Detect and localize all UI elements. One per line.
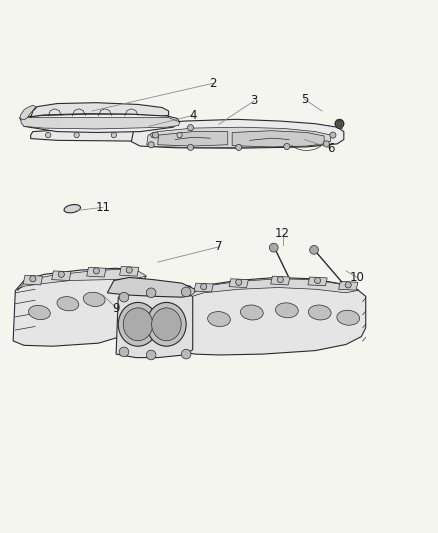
Ellipse shape: [276, 303, 298, 318]
Ellipse shape: [240, 305, 263, 320]
Circle shape: [236, 144, 242, 150]
Circle shape: [187, 144, 194, 150]
Polygon shape: [23, 275, 42, 285]
Polygon shape: [13, 268, 147, 346]
Polygon shape: [107, 278, 195, 297]
Ellipse shape: [83, 292, 105, 306]
Circle shape: [151, 133, 156, 138]
Circle shape: [126, 267, 132, 273]
Ellipse shape: [28, 305, 50, 320]
Polygon shape: [158, 132, 228, 146]
Circle shape: [337, 121, 342, 126]
Polygon shape: [191, 279, 359, 296]
Circle shape: [46, 133, 51, 138]
Polygon shape: [271, 276, 290, 285]
Ellipse shape: [147, 302, 186, 346]
Text: 3: 3: [251, 94, 258, 108]
Polygon shape: [184, 278, 366, 355]
Ellipse shape: [208, 312, 230, 327]
Circle shape: [335, 119, 344, 128]
Circle shape: [284, 143, 290, 150]
Polygon shape: [87, 268, 106, 277]
Circle shape: [148, 142, 154, 148]
Circle shape: [30, 276, 36, 282]
Polygon shape: [31, 103, 169, 118]
Polygon shape: [116, 284, 193, 358]
Circle shape: [152, 132, 159, 138]
Polygon shape: [147, 127, 331, 147]
Circle shape: [181, 349, 191, 359]
Ellipse shape: [308, 305, 331, 320]
Polygon shape: [120, 266, 139, 276]
Text: 2: 2: [208, 77, 216, 90]
Polygon shape: [229, 279, 248, 287]
Polygon shape: [20, 114, 180, 133]
Ellipse shape: [123, 308, 153, 341]
Text: 11: 11: [95, 201, 110, 214]
Polygon shape: [18, 269, 147, 290]
Circle shape: [345, 282, 351, 288]
Circle shape: [323, 141, 329, 147]
Ellipse shape: [337, 310, 360, 325]
Polygon shape: [21, 118, 180, 129]
Circle shape: [181, 287, 191, 297]
Circle shape: [58, 271, 64, 278]
Polygon shape: [131, 119, 344, 148]
Circle shape: [201, 284, 207, 290]
Text: 12: 12: [275, 227, 290, 240]
Polygon shape: [52, 271, 71, 280]
Ellipse shape: [152, 308, 181, 341]
Polygon shape: [339, 281, 358, 290]
Text: 9: 9: [112, 302, 120, 314]
Text: 7: 7: [215, 240, 223, 253]
Circle shape: [187, 125, 194, 131]
Circle shape: [119, 292, 129, 302]
Circle shape: [310, 246, 318, 254]
Ellipse shape: [64, 205, 81, 213]
Circle shape: [314, 278, 321, 284]
Circle shape: [330, 132, 336, 138]
Circle shape: [119, 347, 129, 357]
Text: 5: 5: [301, 93, 308, 106]
Polygon shape: [20, 106, 36, 120]
Text: 10: 10: [350, 271, 364, 284]
Circle shape: [277, 277, 283, 282]
Polygon shape: [232, 131, 324, 147]
Text: 6: 6: [327, 142, 335, 155]
Circle shape: [146, 350, 156, 360]
Circle shape: [93, 268, 99, 274]
Circle shape: [111, 133, 117, 138]
Text: 4: 4: [189, 109, 197, 122]
Ellipse shape: [57, 297, 79, 311]
Circle shape: [177, 133, 182, 138]
Circle shape: [269, 243, 278, 252]
Circle shape: [146, 288, 156, 297]
Circle shape: [74, 133, 79, 138]
Ellipse shape: [118, 302, 158, 346]
Polygon shape: [31, 130, 193, 141]
Polygon shape: [308, 277, 327, 286]
Circle shape: [236, 279, 242, 285]
Polygon shape: [194, 283, 213, 292]
